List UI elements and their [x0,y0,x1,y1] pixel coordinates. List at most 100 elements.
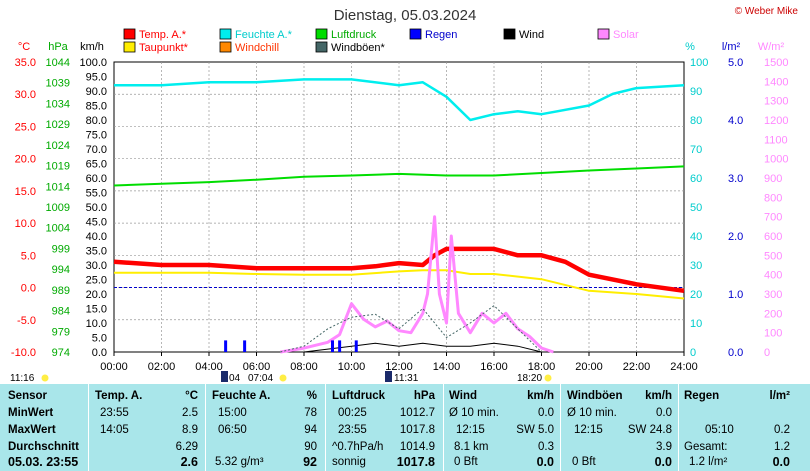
axis-tick-label: 35.0 [86,246,107,258]
chart-title: Dienstag, 05.03.2024 [334,7,477,24]
axis-tick-label: 5.0 [21,250,36,262]
axis-tick-label: 25.0 [86,275,107,287]
axis-unit-label: °C [18,41,30,53]
rain-bar [243,340,247,352]
axis-tick-label: -10.0 [11,347,36,359]
legend-label: Temp. A.* [139,29,187,41]
header-pressure-unit: hPa [413,390,435,402]
moonrise-time: 11:16 [10,373,35,384]
axis-tick-label: 15.0 [86,304,107,316]
axis-tick-label: 10 [690,318,702,330]
hum-time: 15:00 [218,407,247,419]
hum-value: 92 [303,455,317,469]
weather-chart: Dienstag, 05.03.2024 © Weber Mike Temp. … [10,6,799,384]
axis-tick-label: 900 [764,173,782,185]
series-line-5 [280,305,542,353]
time-tick-label: 24:00 [670,361,698,373]
axis-tick-label: 1029 [46,119,70,131]
press-time: 00:25 [338,407,367,419]
legend-label: Wind [519,29,544,41]
time-tick-label: 14:00 [433,361,461,373]
rain-bar [331,340,334,352]
legend-label: Luftdruck [331,29,377,41]
axis-tick-label: 0 [764,347,770,359]
header-pressure: Luftdruck [332,390,386,402]
header-temp: Temp. A. [95,390,143,402]
axis-tick-label: 500 [764,250,782,262]
time-tick-label: 22:00 [623,361,651,373]
gust-value: 3.9 [656,441,672,453]
legend-label: Regen [425,29,457,41]
press-value: 1017.8 [396,455,435,469]
axis-tick-label: 300 [764,289,782,301]
sunrise-marker: 04 [229,373,241,384]
header-humidity: Feuchte A. [212,390,271,402]
wind-value: 0.0 [536,455,554,469]
temp-value: 2.5 [182,407,198,419]
stats-table: Sensor Temp. A. °C Feuchte A. % Luftdruc… [0,384,810,471]
header-sensor: Sensor [8,390,47,402]
time-tick-label: 06:00 [243,361,271,373]
row-label: MinWert [8,407,54,419]
hum-value: 94 [304,424,317,436]
table-row: Durchschnitt 6.29 90 ^0.7hPa/h 1014.9 8.… [0,439,810,456]
legend-swatch [123,28,136,40]
rain-bar [224,340,228,352]
axis-tick-label: 40 [690,231,702,243]
time-tick-label: 16:00 [480,361,508,373]
axis-tick-label: 400 [764,270,782,282]
press-value: 1014.9 [399,441,435,453]
press-value: 1012.7 [399,407,435,419]
gust-label: 12:15 [574,424,603,436]
axis-tick-label: 30 [690,260,702,272]
series-line-3 [113,165,685,187]
temp-time: 14:05 [100,424,129,436]
wind-value: 0.3 [538,441,554,453]
axis-tick-label: 65.0 [86,159,107,171]
chart-legend: Temp. A.* Feuchte A.* Luftdruck Regen Wind So… [123,28,639,54]
press-time: 23:55 [338,424,367,436]
noon-time: 11:31 [394,373,419,384]
chart-grid [113,61,685,353]
gust-value: SW 24.8 [627,424,672,436]
gust-value: 0.0 [654,455,672,469]
series-line-4 [280,215,554,354]
legend-swatch [409,28,422,40]
axis-tick-label: 1019 [46,161,70,173]
axis-tick-label: 25.0 [15,121,36,133]
axis-tick-label: 100 [690,57,708,69]
series-line-6 [303,342,542,353]
axis-tick-label: 5.0 [92,333,107,345]
sunset-icon [544,374,552,382]
legend-label: Solar [613,29,639,41]
sun-icon [279,374,287,382]
wind-value: SW 5.0 [516,424,554,436]
header-rain-unit: l/m² [769,390,790,402]
moon-icon [41,374,49,382]
forecast-text: sonnig [332,456,366,468]
gust-value: 0.0 [656,407,672,419]
axis-tick-label: 200 [764,308,782,320]
axis-tick-label: 700 [764,212,782,224]
wind-label: 8.1 km [454,441,489,453]
copyright-label: © Weber Mike [735,6,799,17]
time-tick-label: 12:00 [385,361,413,373]
axis-tick-label: 100.0 [79,57,107,69]
table-row: MinWert 23:55 2.5 15:00 78 00:25 1012.7 … [0,405,810,422]
header-gust: Windböen [567,390,623,402]
axis-tick-label: 20.0 [15,154,36,166]
gust-label: Ø 10 min. [567,407,617,419]
press-trend: ^0.7hPa/h [332,441,384,453]
legend-swatch [219,41,232,53]
gust-beaufort: 0 Bft [572,456,596,468]
axis-tick-label: 1000 [764,154,788,166]
sunrise-icon [221,371,228,382]
legend-label: Windböen* [331,42,386,54]
time-tick-label: 10:00 [338,361,366,373]
axis-tick-label: 70 [690,144,702,156]
axis-tick-label: 0.0 [92,347,107,359]
hum-value: 90 [304,441,317,453]
chart-series [113,78,685,354]
axis-tick-label: 1500 [764,57,788,69]
axis-tick-label: 3.0 [728,173,743,185]
